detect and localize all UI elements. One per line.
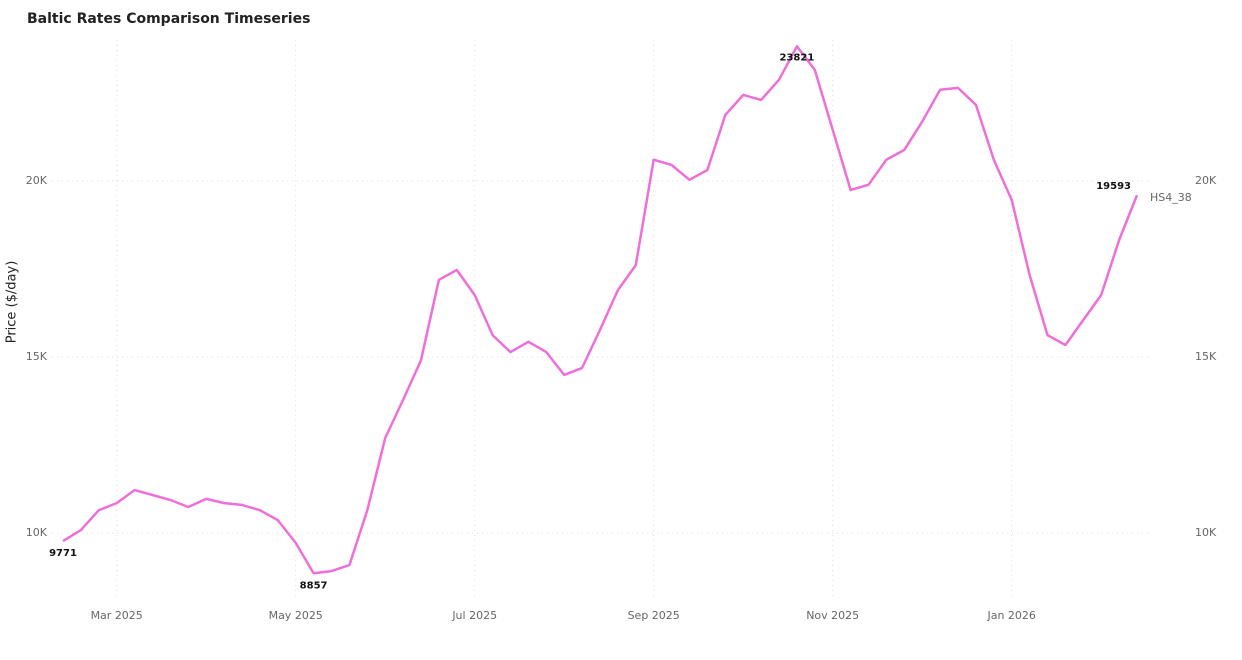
x-tick-label: Mar 2025	[91, 609, 143, 622]
data-label: 23821	[780, 52, 815, 63]
y-tick-label: 10K	[26, 526, 48, 539]
series-label: HS4_38	[1150, 191, 1192, 204]
y-tick-label: 20K	[26, 174, 48, 187]
data-label: 19593	[1096, 181, 1131, 192]
series-line	[62, 45, 1139, 575]
x-tick-label: Jul 2025	[451, 609, 497, 622]
y2-tick-label: 20K	[1195, 174, 1217, 187]
y-tick-label: 15K	[26, 350, 48, 363]
y-axis-label: Price ($/day)	[5, 261, 20, 344]
y2-tick-label: 10K	[1195, 526, 1217, 539]
x-tick-label: Jan 2026	[986, 609, 1035, 622]
y2-tick-label: 15K	[1195, 350, 1217, 363]
chart-title: Baltic Rates Comparison Timeseries	[27, 11, 310, 27]
data-label: 9771	[49, 548, 77, 559]
data-label: 8857	[300, 580, 328, 591]
x-tick-label: May 2025	[269, 609, 323, 622]
x-tick-label: Nov 2025	[806, 609, 859, 622]
x-tick-label: Sep 2025	[628, 609, 680, 622]
